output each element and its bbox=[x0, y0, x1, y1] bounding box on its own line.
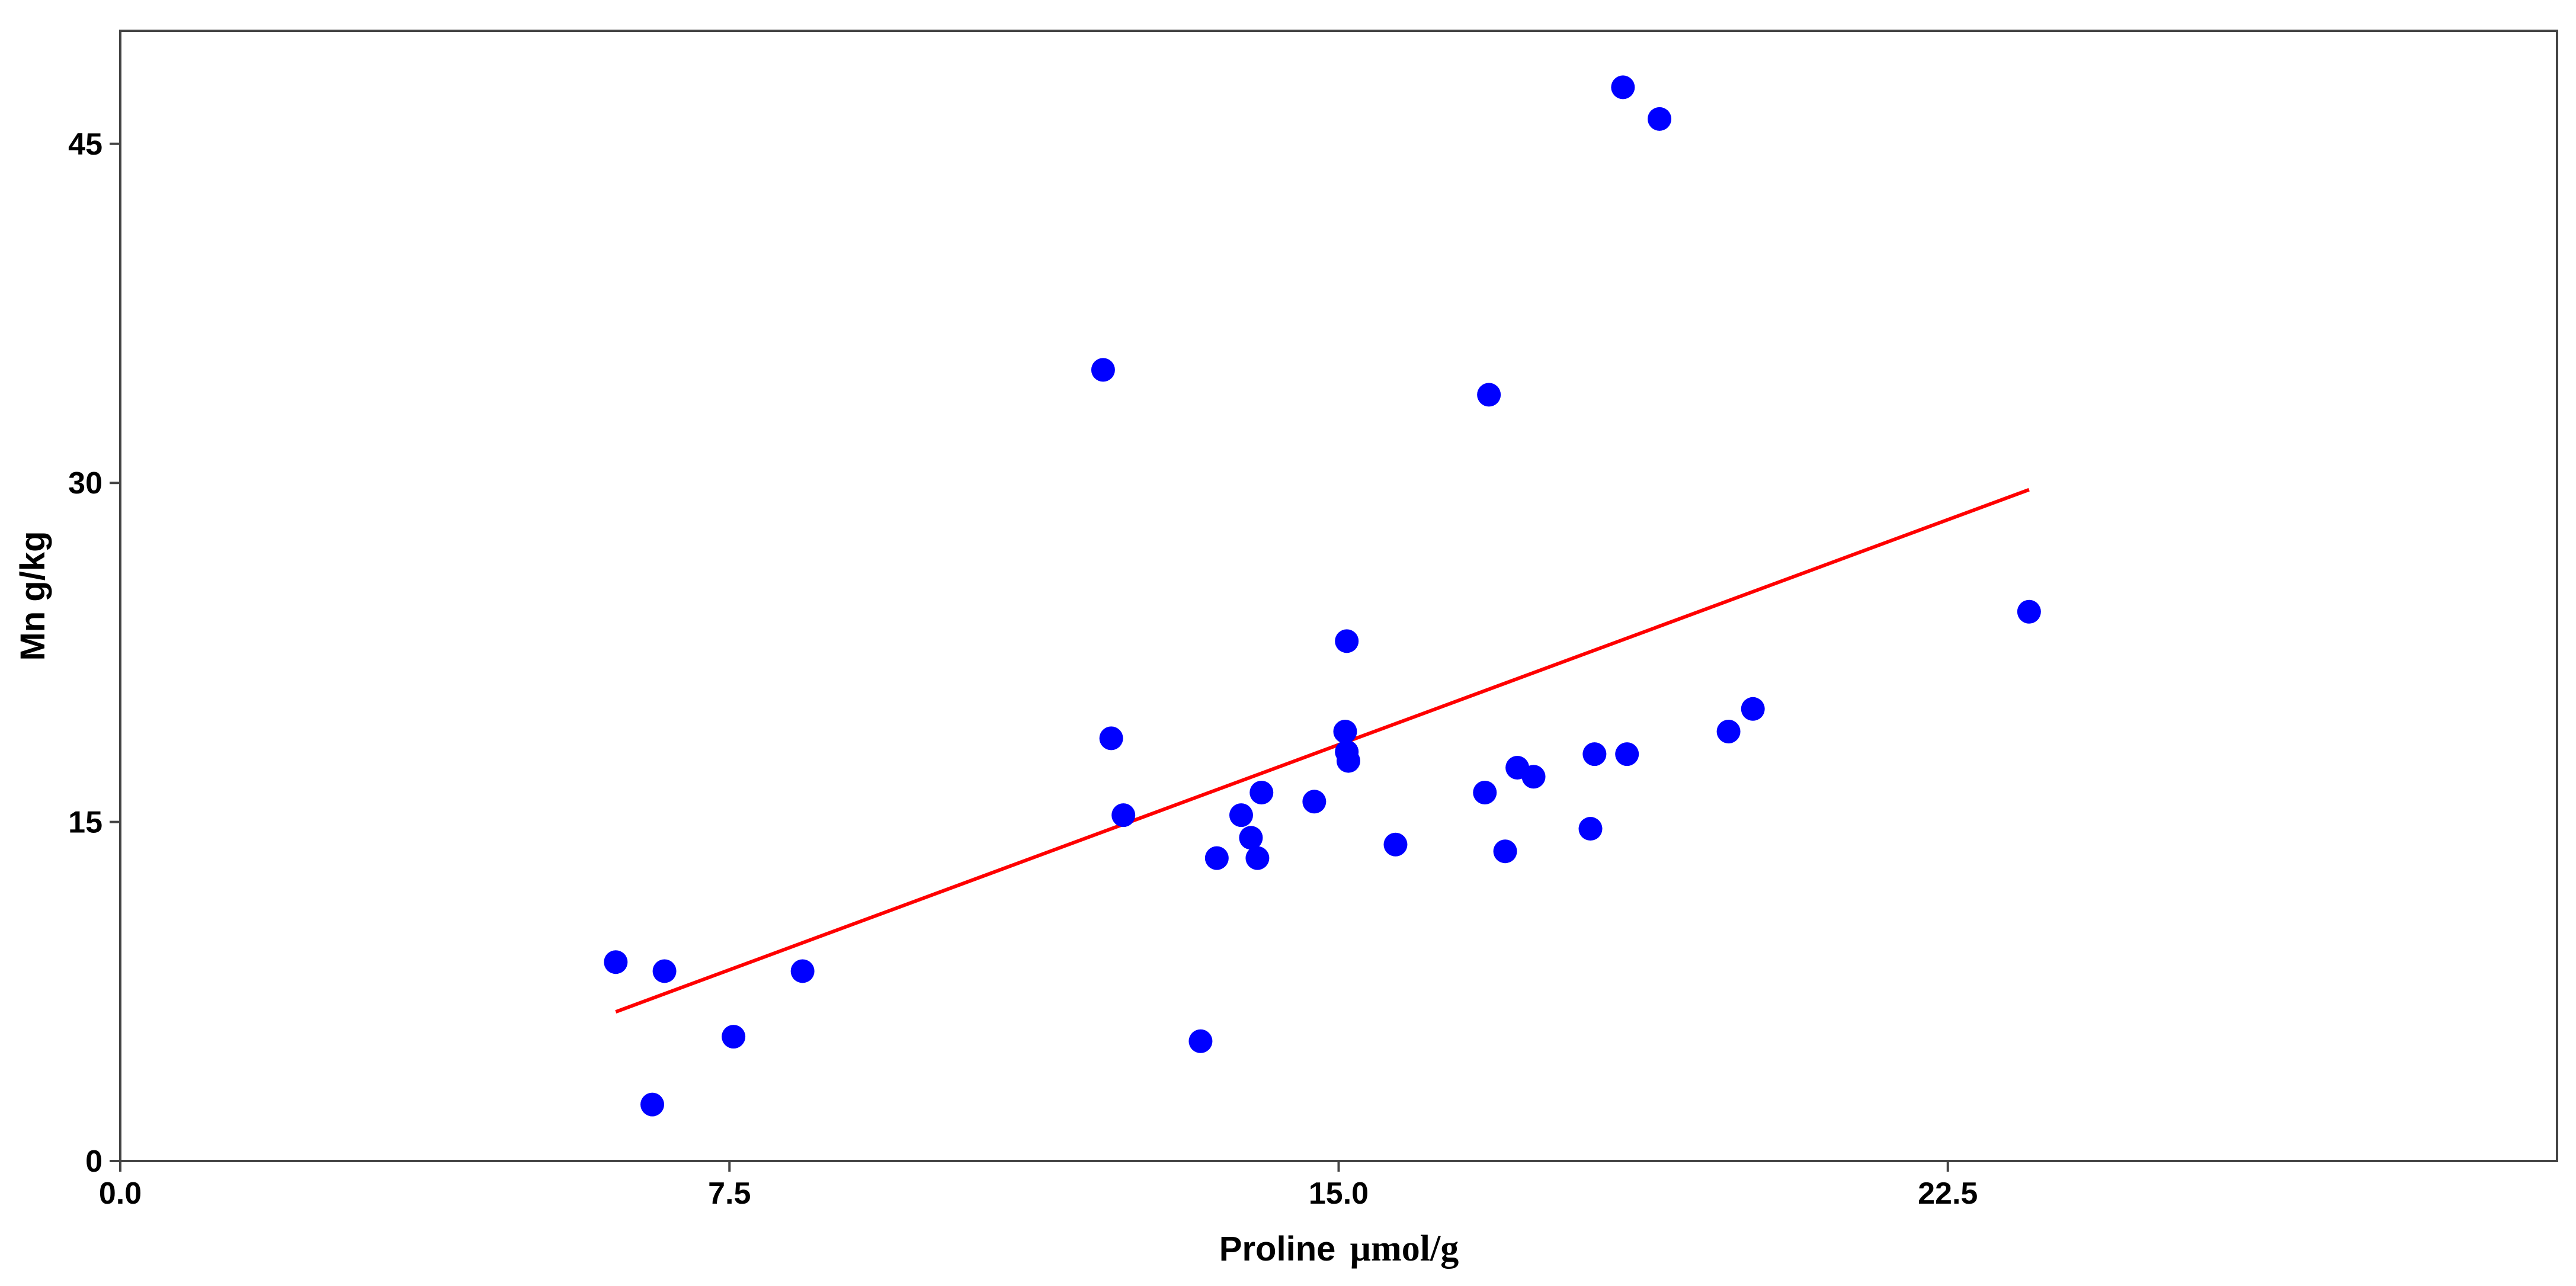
data-point bbox=[1611, 75, 1635, 100]
data-point bbox=[1716, 719, 1741, 743]
data-point bbox=[1383, 832, 1408, 857]
data-point bbox=[1111, 803, 1136, 828]
data-point bbox=[1302, 790, 1327, 814]
y-tick-label: 30 bbox=[68, 466, 102, 501]
x-tick-label: 7.5 bbox=[708, 1176, 751, 1211]
x-axis-title: Proline µmol/g bbox=[1219, 1229, 1459, 1269]
data-points bbox=[604, 75, 2041, 1117]
data-point bbox=[1582, 742, 1607, 767]
data-point bbox=[1648, 107, 1672, 131]
data-point bbox=[722, 1025, 746, 1049]
data-point bbox=[1204, 846, 1229, 870]
data-point bbox=[1741, 697, 1765, 721]
x-tick-label: 0.0 bbox=[99, 1176, 142, 1211]
y-tick-label: 15 bbox=[68, 806, 102, 840]
data-point bbox=[2017, 599, 2041, 624]
x-tick-label: 15.0 bbox=[1309, 1176, 1369, 1211]
data-point bbox=[1245, 846, 1270, 870]
data-point bbox=[1333, 719, 1357, 743]
data-point bbox=[1099, 726, 1123, 751]
regression-line bbox=[615, 488, 2030, 1014]
data-point bbox=[1615, 742, 1639, 767]
data-point bbox=[1473, 780, 1497, 804]
data-point bbox=[1229, 803, 1253, 828]
plot-frame bbox=[119, 30, 2558, 1162]
data-point bbox=[1578, 817, 1603, 841]
x-axis-title-unit: µmol/g bbox=[1350, 1229, 1459, 1269]
y-tick-label: 0 bbox=[85, 1144, 102, 1179]
data-point bbox=[1091, 358, 1115, 382]
y-tick-label: 45 bbox=[68, 127, 102, 162]
data-point bbox=[1521, 765, 1546, 789]
x-axis-title-main: Proline bbox=[1219, 1230, 1336, 1268]
data-point bbox=[1249, 780, 1274, 804]
data-point bbox=[1336, 749, 1360, 773]
x-tick-label: 22.5 bbox=[1918, 1176, 1978, 1211]
data-point bbox=[652, 959, 677, 983]
data-point bbox=[790, 959, 815, 983]
x-axis-ticks: 0.0 7.5 15.0 22.5 bbox=[99, 1161, 1978, 1211]
data-point bbox=[1477, 383, 1501, 407]
data-point bbox=[604, 950, 628, 974]
y-axis-ticks: 0 15 30 45 bbox=[68, 127, 120, 1179]
data-point bbox=[640, 1092, 665, 1117]
data-point bbox=[1188, 1029, 1213, 1053]
data-point bbox=[1493, 839, 1517, 864]
data-point bbox=[1335, 629, 1359, 653]
y-axis-title: Mn g/kg bbox=[14, 531, 52, 660]
data-point bbox=[1239, 826, 1263, 850]
